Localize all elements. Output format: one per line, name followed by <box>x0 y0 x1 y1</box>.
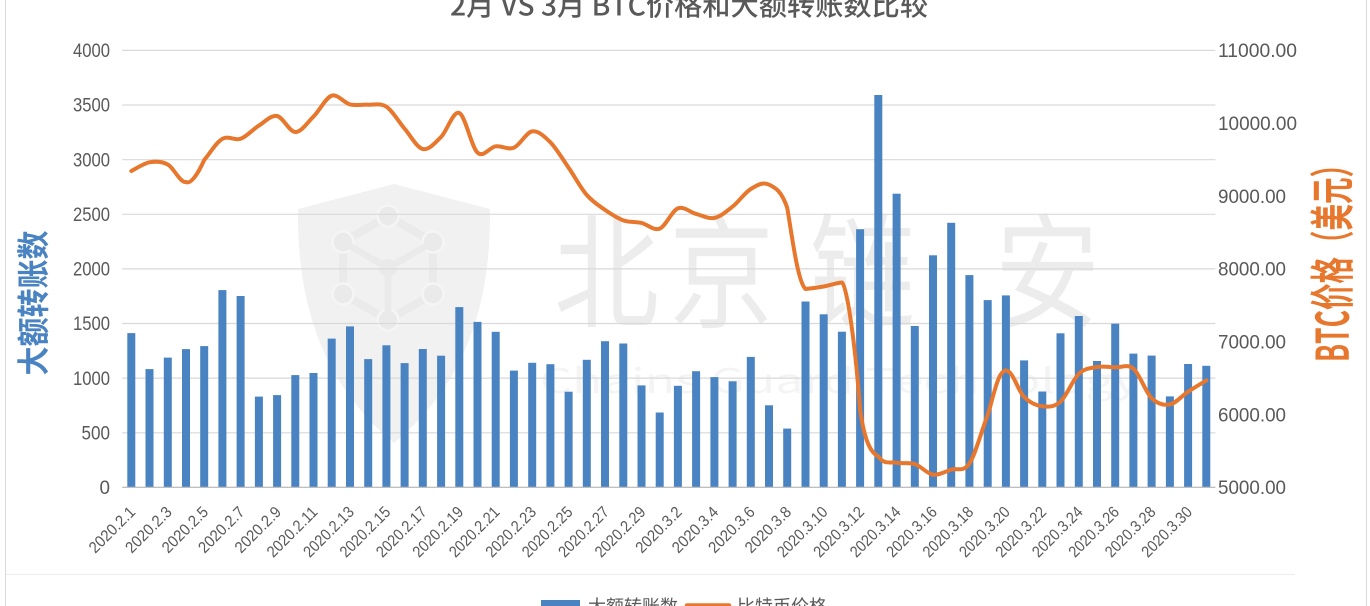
svg-text:3500: 3500 <box>73 96 110 117</box>
svg-text:6000.00: 6000.00 <box>1218 405 1286 426</box>
svg-text:0: 0 <box>100 478 111 499</box>
svg-text:9000.00: 9000.00 <box>1218 187 1286 208</box>
svg-text:7000.00: 7000.00 <box>1218 332 1286 353</box>
svg-text:2000: 2000 <box>73 260 110 281</box>
svg-text:500: 500 <box>82 424 111 445</box>
svg-text:1500: 1500 <box>73 314 110 335</box>
svg-text:4000: 4000 <box>73 41 110 62</box>
svg-text:3000: 3000 <box>73 150 110 171</box>
svg-text:1000: 1000 <box>73 369 110 390</box>
svg-text:8000.00: 8000.00 <box>1218 260 1286 281</box>
svg-text:2500: 2500 <box>73 205 110 226</box>
svg-text:11000.00: 11000.00 <box>1218 41 1297 62</box>
svg-text:5000.00: 5000.00 <box>1218 478 1286 499</box>
svg-text:10000.00: 10000.00 <box>1218 114 1297 135</box>
